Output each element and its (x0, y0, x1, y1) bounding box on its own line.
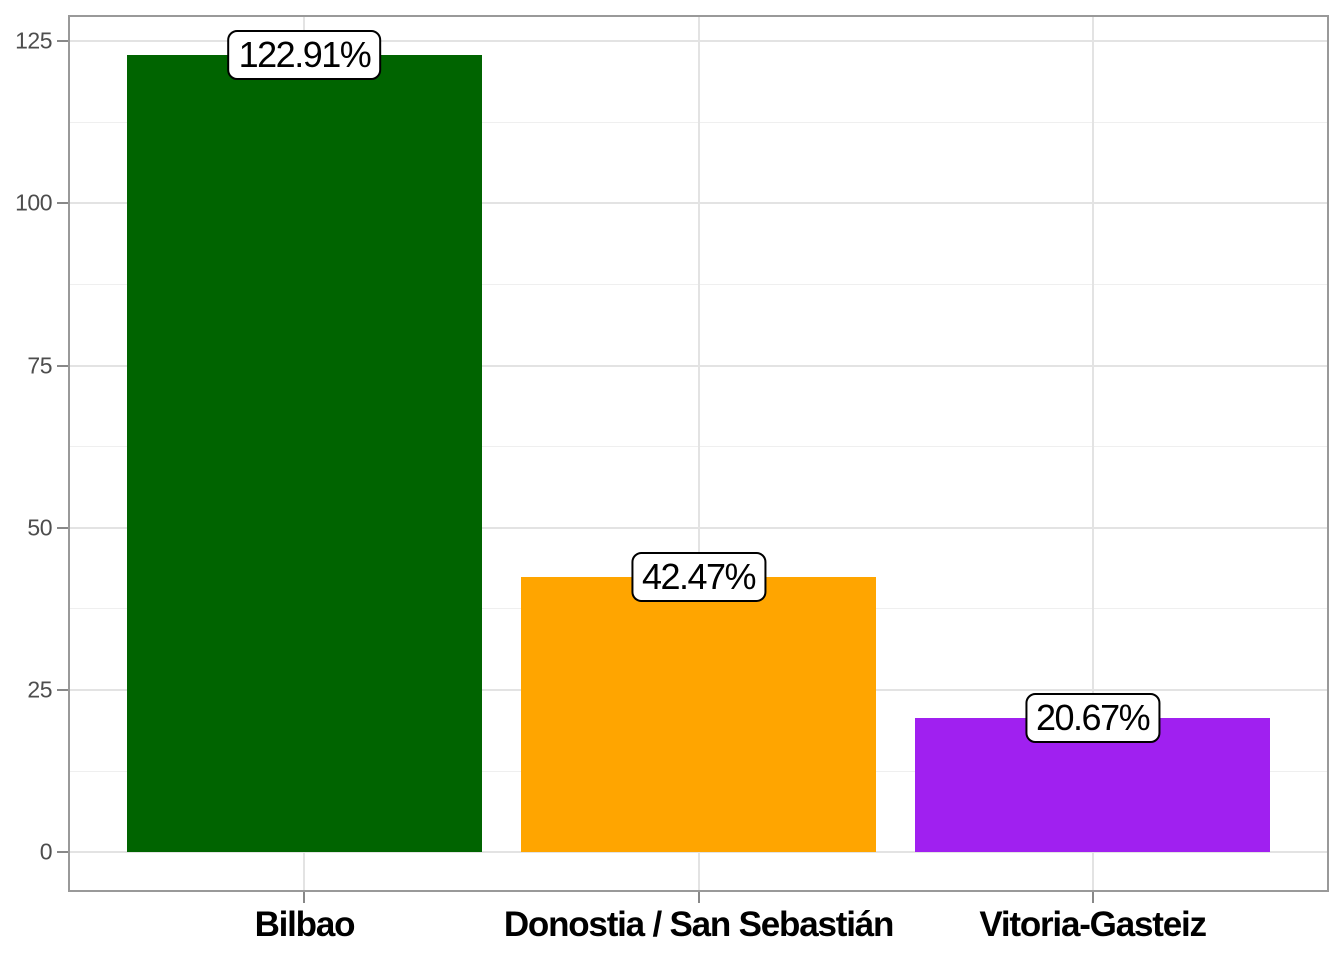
x-gridline-major (1091, 15, 1094, 892)
y-tick-label: 0 (39, 838, 53, 865)
bar-value-label: 20.67% (1025, 693, 1161, 744)
x-tick (697, 892, 700, 903)
x-tick (303, 892, 306, 903)
y-tick-label: 25 (27, 676, 52, 703)
y-tick (57, 40, 68, 43)
plot-panel: 122.91% 42.47% 20.67% (68, 15, 1329, 892)
x-tick (1091, 892, 1094, 903)
y-tick-label: 75 (27, 352, 52, 379)
y-tick-label: 100 (15, 189, 52, 216)
y-tick-label: 50 (27, 514, 52, 541)
bar-value-label: 122.91% (227, 29, 382, 80)
x-tick-label: Vitoria-Gasteiz (979, 905, 1207, 944)
y-tick (57, 202, 68, 205)
y-tick (57, 688, 68, 691)
y-tick (57, 851, 68, 854)
x-axis: Bilbao Donostia / San Sebastián Vitoria-Ga… (68, 892, 1329, 960)
x-tick-label: Bilbao (254, 905, 356, 944)
x-tick-label: Donostia / San Sebastián (503, 905, 895, 944)
y-tick-label: 125 (15, 27, 52, 54)
bar (127, 54, 482, 853)
bar-value-label: 42.47% (630, 551, 767, 602)
x-gridline-major (697, 15, 700, 892)
y-tick (57, 526, 68, 529)
y-axis: 0 25 50 75 100 125 (0, 15, 68, 892)
y-tick (57, 364, 68, 367)
bar (521, 576, 876, 853)
